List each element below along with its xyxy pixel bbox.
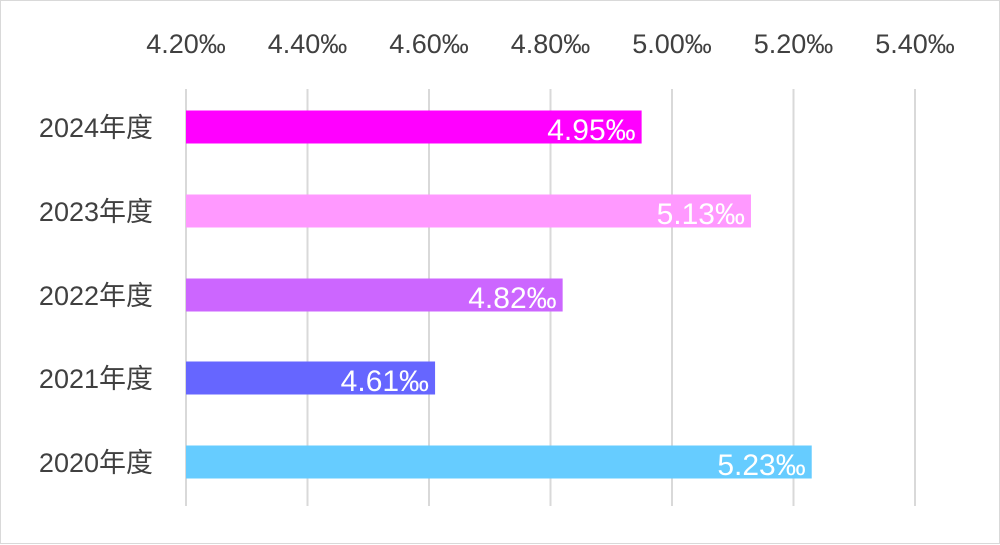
bar — [186, 194, 751, 228]
bar — [186, 110, 642, 144]
bar — [186, 361, 436, 395]
category-label: 2021年度 — [39, 364, 153, 394]
data-labels: 4.95‰ 5.13‰ 4.82‰ 4.61‰ 5.23‰ — [341, 114, 806, 482]
x-tick-label: 4.40‰ — [268, 29, 348, 59]
x-tick-label: 5.00‰ — [632, 29, 712, 59]
x-tick-label: 4.20‰ — [146, 29, 226, 59]
x-tick-label: 5.40‰ — [875, 29, 955, 59]
data-label: 5.23‰ — [717, 449, 805, 482]
x-axis-ticks: 4.20‰ 4.40‰ 4.60‰ 4.80‰ 5.00‰ 5.20‰ 5.40‰ — [146, 29, 955, 59]
category-labels: 2024年度 2023年度 2022年度 2021年度 2020年度 — [39, 113, 153, 478]
data-label: 5.13‰ — [657, 198, 745, 231]
data-label: 4.61‰ — [341, 365, 429, 398]
bar — [186, 445, 812, 479]
x-tick-label: 5.20‰ — [754, 29, 834, 59]
x-tick-label: 4.60‰ — [389, 29, 469, 59]
category-label: 2024年度 — [39, 113, 153, 143]
x-tick-label: 4.80‰ — [511, 29, 591, 59]
bar — [186, 278, 563, 312]
category-label: 2022年度 — [39, 281, 153, 311]
bars — [186, 110, 812, 479]
data-label: 4.95‰ — [547, 114, 635, 147]
category-label: 2023年度 — [39, 197, 153, 227]
data-label: 4.82‰ — [468, 282, 556, 315]
category-label: 2020年度 — [39, 448, 153, 478]
